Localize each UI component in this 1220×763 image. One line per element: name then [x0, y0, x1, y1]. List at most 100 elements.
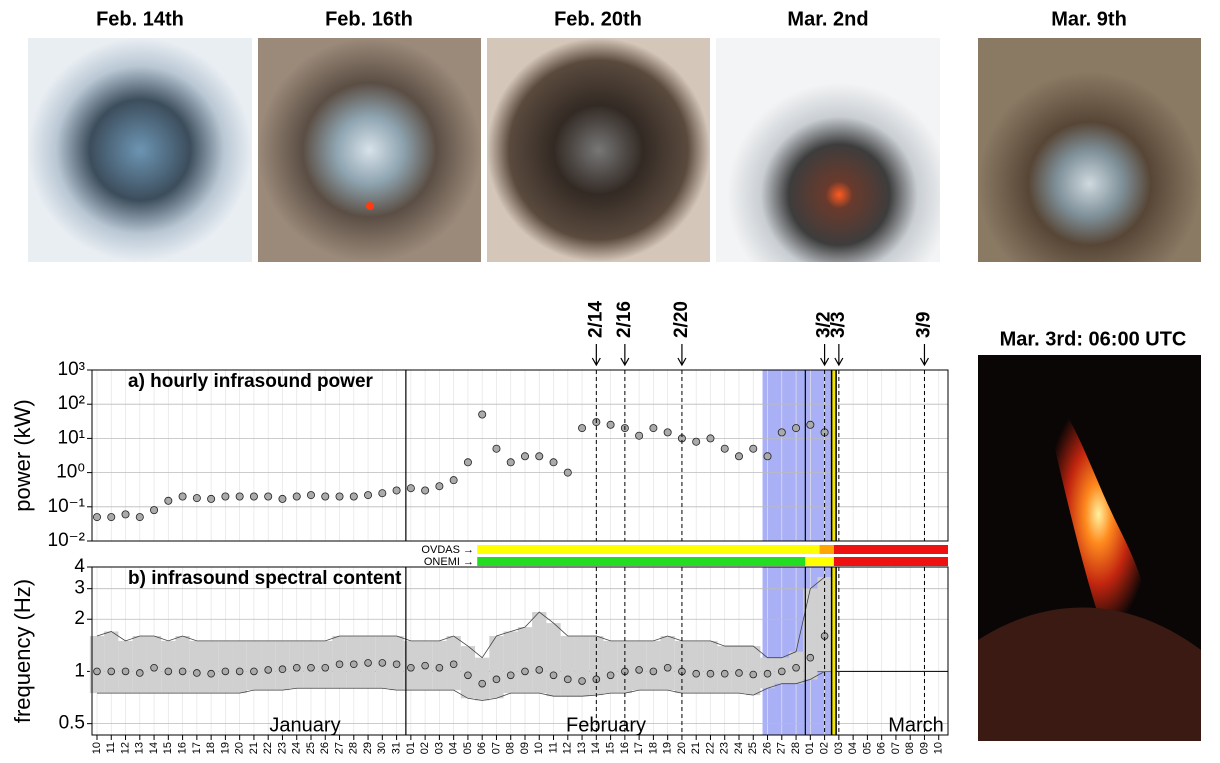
band	[104, 631, 118, 693]
point	[436, 664, 443, 671]
point	[507, 459, 514, 466]
photo-title: Feb. 16th	[325, 8, 413, 30]
point	[151, 664, 158, 671]
x-tick-label: 29	[362, 742, 374, 754]
y-tick-label: 2	[74, 608, 85, 629]
x-tick-label: 22	[704, 742, 716, 754]
y-tick-label: 10⁻²	[48, 530, 86, 551]
point	[365, 659, 372, 666]
point	[136, 670, 143, 677]
band	[233, 641, 247, 693]
band	[632, 641, 646, 690]
point	[250, 493, 257, 500]
event-label: 2/16	[614, 301, 635, 338]
y-tick-label: 4	[74, 556, 85, 577]
x-tick-label: 27	[776, 742, 788, 754]
x-tick-label: 18	[647, 742, 659, 754]
x-tick-label: 12	[119, 742, 131, 754]
point	[122, 511, 129, 518]
point	[308, 664, 315, 671]
x-tick-label: 10	[91, 742, 103, 754]
x-tick-label: 27	[333, 742, 345, 754]
point	[792, 425, 799, 432]
point	[393, 661, 400, 668]
month-label: March	[888, 714, 944, 736]
event-arrow	[920, 344, 928, 365]
photo-title: Feb. 14th	[96, 8, 184, 30]
x-tick-label: 15	[604, 742, 616, 754]
band	[261, 641, 275, 690]
point	[464, 459, 471, 466]
band	[718, 646, 732, 693]
month-label: February	[566, 714, 646, 736]
x-tick-label: 08	[904, 742, 916, 754]
point	[479, 680, 486, 687]
point	[522, 668, 529, 675]
point	[236, 668, 243, 675]
point	[193, 670, 200, 677]
x-tick-label: 17	[633, 742, 645, 754]
photo	[978, 38, 1201, 262]
band	[504, 631, 518, 693]
month-label: January	[269, 714, 340, 736]
point	[707, 435, 714, 442]
photo	[487, 38, 710, 262]
alert-bar	[477, 557, 805, 566]
x-tick-label: 13	[576, 742, 588, 754]
x-tick-label: 18	[205, 742, 217, 754]
x-tick-label: 25	[747, 742, 759, 754]
point	[165, 668, 172, 675]
x-tick-label: 10	[533, 742, 545, 754]
x-tick-label: 31	[390, 742, 402, 754]
point	[578, 425, 585, 432]
x-tick-label: 03	[433, 742, 445, 754]
band	[689, 641, 703, 693]
y-tick-label: 10⁰	[56, 462, 85, 483]
point	[393, 487, 400, 494]
alert-bar	[805, 557, 834, 566]
photo	[716, 38, 940, 262]
point	[94, 668, 101, 675]
event-arrow	[835, 344, 843, 365]
x-tick-label: 22	[262, 742, 274, 754]
point	[650, 425, 657, 432]
point	[350, 493, 357, 500]
point	[179, 493, 186, 500]
y-tick-label: 0.5	[59, 713, 85, 734]
point	[693, 438, 700, 445]
photo-title: Mar. 2nd	[787, 8, 868, 30]
point	[550, 672, 557, 679]
point	[436, 483, 443, 490]
x-tick-label: 28	[790, 742, 802, 754]
y-tick-label: 10²	[58, 393, 85, 414]
point	[265, 493, 272, 500]
band	[118, 641, 132, 693]
x-tick-label: 24	[291, 742, 303, 754]
y-axis-title: power (kW)	[10, 399, 35, 511]
x-tick-label: 30	[376, 742, 388, 754]
x-tick-label: 13	[134, 742, 146, 754]
x-tick-label: 07	[890, 742, 902, 754]
panel-title: b) infrasound spectral content	[128, 568, 402, 589]
x-tick-label: 16	[619, 742, 631, 754]
alert-bar	[820, 545, 834, 554]
point	[279, 666, 286, 673]
alert-label: ONEMI →	[424, 556, 474, 568]
x-tick-label: 09	[918, 742, 930, 754]
point	[564, 469, 571, 476]
point	[179, 668, 186, 675]
point	[322, 664, 329, 671]
band	[161, 641, 175, 693]
x-tick-label: 25	[305, 742, 317, 754]
point	[536, 667, 543, 674]
point	[778, 668, 785, 675]
photo	[258, 38, 481, 262]
point	[208, 670, 215, 677]
point	[636, 667, 643, 674]
point	[450, 661, 457, 668]
band	[603, 641, 617, 693]
event-arrow	[592, 344, 600, 365]
x-tick-label: 21	[248, 742, 260, 754]
point	[322, 493, 329, 500]
